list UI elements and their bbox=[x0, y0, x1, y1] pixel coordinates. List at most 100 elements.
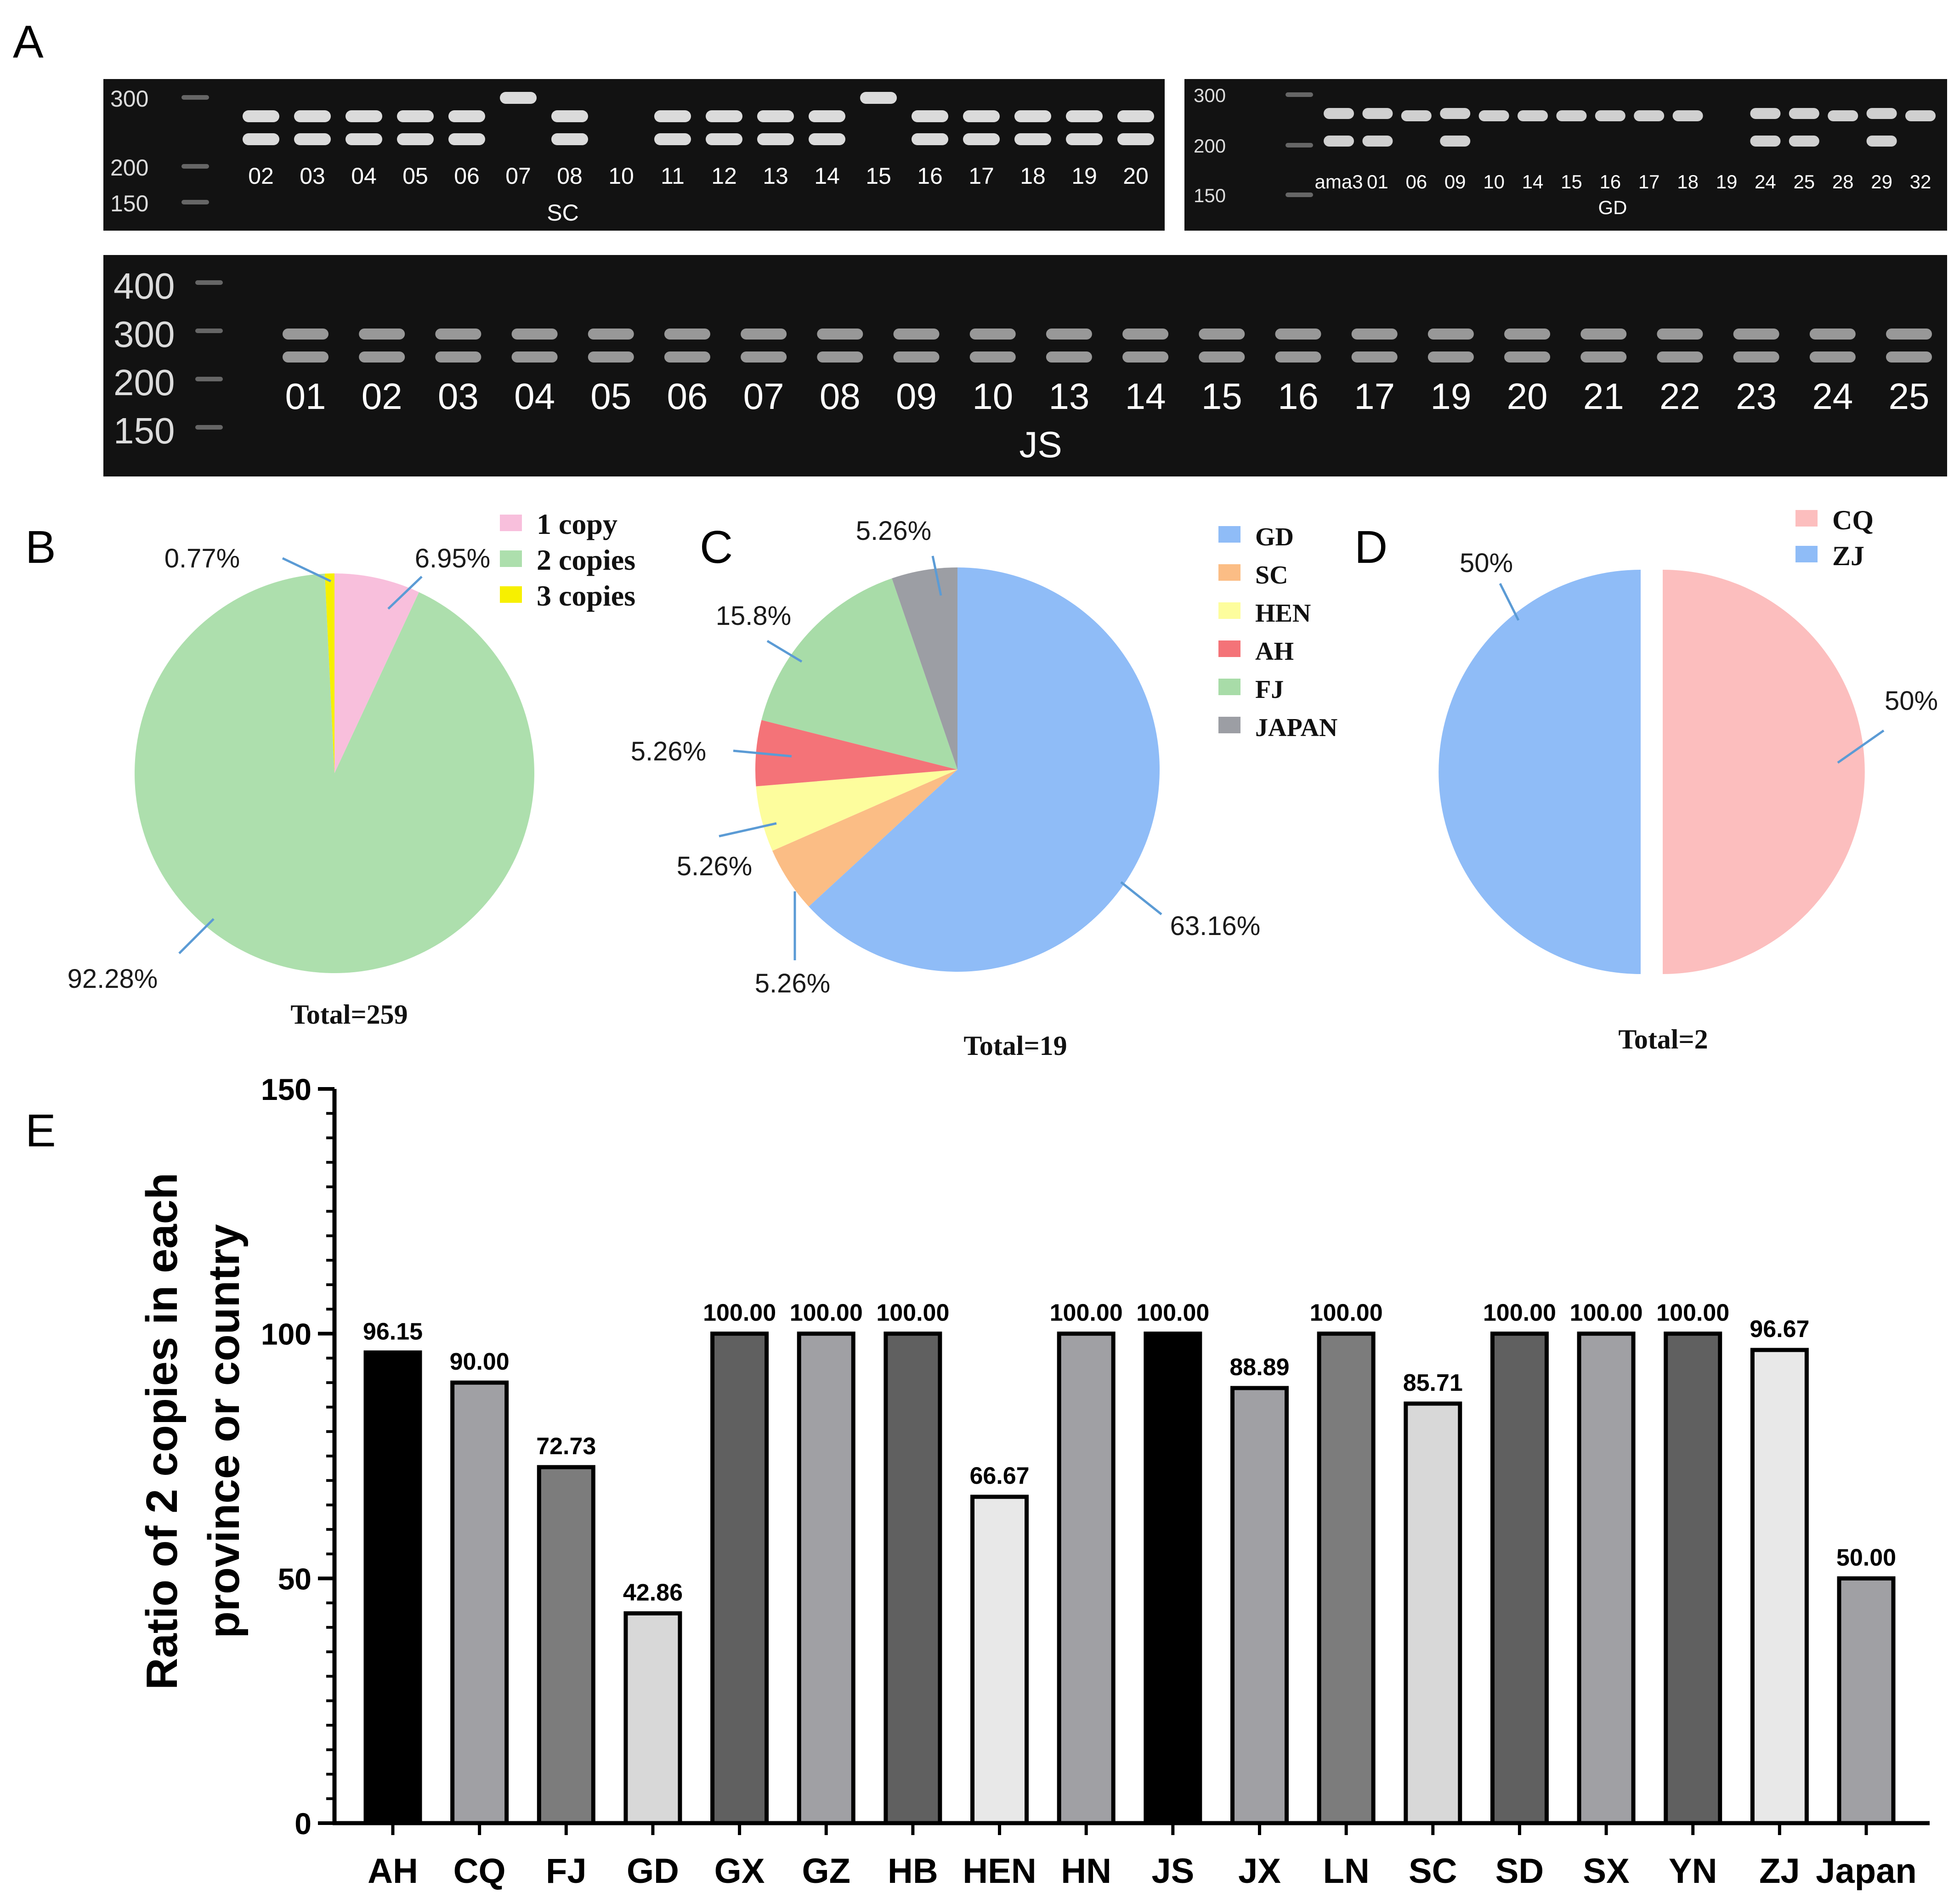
gel-lane-label: 32 bbox=[1910, 171, 1931, 193]
gel-lane-label: 14 bbox=[1125, 376, 1166, 417]
gel-band bbox=[243, 110, 279, 122]
gel-band bbox=[1789, 108, 1819, 119]
gel-lane-label: 06 bbox=[1405, 171, 1427, 193]
gel-band bbox=[359, 351, 405, 363]
x-tick-label: GX bbox=[714, 1852, 765, 1891]
gel-band bbox=[1014, 133, 1051, 145]
gel-group-label: JS bbox=[1019, 424, 1062, 465]
pie-data-label: 92.28% bbox=[68, 964, 158, 994]
x-tick-label: CQ bbox=[453, 1852, 506, 1891]
legend-label: 1 copy bbox=[537, 508, 617, 540]
gel-band bbox=[1886, 329, 1932, 340]
x-tick-label: SX bbox=[1583, 1852, 1630, 1891]
gel-lane-label: 05 bbox=[402, 163, 428, 189]
gel-band bbox=[435, 351, 481, 363]
gel-lane-label: 11 bbox=[661, 163, 685, 189]
gel-band bbox=[1866, 136, 1897, 147]
pie-label-leader bbox=[178, 918, 215, 954]
gel-band bbox=[1657, 329, 1703, 340]
gel-band bbox=[1504, 329, 1551, 340]
gel-band bbox=[1046, 351, 1092, 363]
gel-band bbox=[963, 133, 1000, 145]
legend-swatch bbox=[500, 550, 522, 567]
gel-band bbox=[1672, 110, 1703, 121]
bar-value-label: 100.00 bbox=[876, 1300, 949, 1326]
gel-band bbox=[1362, 108, 1393, 119]
gel-band bbox=[551, 133, 588, 145]
gel-lane-label: 29 bbox=[1871, 171, 1892, 193]
panel-label-b: B bbox=[25, 521, 56, 573]
pie-data-label: 15.8% bbox=[716, 601, 791, 631]
gel-band bbox=[757, 110, 794, 122]
y-axis-title-line-1: Ratio of 2 copies in each bbox=[137, 1173, 187, 1690]
x-tick-label: GZ bbox=[802, 1852, 850, 1891]
gel-band bbox=[1427, 351, 1474, 363]
y-tick-label: 50 bbox=[278, 1562, 312, 1596]
gel-lane-label: 08 bbox=[557, 163, 583, 189]
gel-lane-label: 10 bbox=[972, 376, 1013, 417]
gel-image-js: 400 300 200 150 01 02 03 04 05 06 07 08 09 10 13 14 15 16… bbox=[103, 255, 1947, 476]
gel-band bbox=[1014, 110, 1051, 122]
gel-lane-label: 20 bbox=[1507, 376, 1548, 417]
gel-band bbox=[511, 351, 558, 363]
gel-band bbox=[500, 92, 537, 104]
gel-band bbox=[1066, 133, 1103, 145]
gel-lane-label: 19 bbox=[1716, 171, 1738, 193]
pie-slice-cq bbox=[1663, 570, 1865, 974]
gel-band bbox=[1809, 351, 1856, 363]
legend-label: SC bbox=[1255, 561, 1288, 589]
gel-band bbox=[345, 133, 382, 145]
gel-band bbox=[1733, 329, 1779, 340]
gel-band bbox=[1657, 351, 1703, 363]
gel-lane-label: 12 bbox=[711, 163, 737, 189]
gel-band bbox=[1401, 110, 1432, 121]
gel-ladder-band bbox=[181, 164, 209, 169]
x-tick-label: YN bbox=[1669, 1852, 1717, 1891]
legend-swatch bbox=[1795, 510, 1818, 527]
bar-gd bbox=[623, 1611, 682, 1825]
pie-data-label: 5.26% bbox=[856, 516, 931, 546]
gel-lane-label: 01 bbox=[285, 376, 326, 417]
pie-data-label: 50% bbox=[1460, 548, 1513, 578]
bar-cq bbox=[450, 1380, 509, 1825]
gel-lane-label: 09 bbox=[1444, 171, 1466, 193]
pie-chart-d: 50% 50% CQ ZJ Total=2 bbox=[1439, 505, 1938, 1054]
gel-band bbox=[706, 110, 742, 122]
bar-value-label: 85.71 bbox=[1403, 1370, 1463, 1396]
gel-ladder-label: 300 bbox=[110, 86, 148, 112]
pie-data-label: 50% bbox=[1885, 686, 1938, 716]
x-tick-label: JX bbox=[1238, 1852, 1281, 1891]
gel-band bbox=[893, 329, 940, 340]
gel-lane-label: 23 bbox=[1736, 376, 1777, 417]
gel-ladder-band bbox=[1286, 193, 1313, 197]
gel-ladder-label: 200 bbox=[113, 362, 175, 403]
pie-label-leader bbox=[1837, 729, 1885, 764]
pie-slice-japan bbox=[892, 567, 957, 770]
pie-data-label: 63.16% bbox=[1170, 911, 1261, 941]
gel-lane-label: 07 bbox=[743, 376, 784, 417]
pie-data-label: 6.95% bbox=[415, 544, 490, 573]
bar-value-label: 100.00 bbox=[1570, 1300, 1643, 1326]
gel-band bbox=[963, 110, 1000, 122]
pie-label-leader bbox=[931, 555, 942, 596]
gel-lane-label: 15 bbox=[1201, 376, 1242, 417]
bar-jx bbox=[1230, 1386, 1289, 1825]
pie-data-label: 0.77% bbox=[164, 544, 240, 573]
gel-lane-label: 04 bbox=[514, 376, 555, 417]
pie-slice-zj bbox=[1439, 570, 1641, 974]
panel-label-e: E bbox=[25, 1105, 56, 1156]
bar-value-label: 100.00 bbox=[1050, 1300, 1123, 1326]
pie-slice-1-copy bbox=[334, 573, 419, 773]
pie-slice-sc bbox=[772, 770, 957, 907]
panel-label-d: D bbox=[1354, 521, 1388, 573]
gel-band bbox=[1351, 351, 1398, 363]
legend-label: ZJ bbox=[1832, 541, 1864, 571]
gel-band bbox=[1324, 136, 1354, 147]
gel-band bbox=[912, 133, 948, 145]
gel-band bbox=[654, 133, 691, 145]
gel-lane-label: 01 bbox=[1367, 171, 1388, 193]
pie-slice-fj bbox=[761, 578, 957, 770]
legend-swatch bbox=[1218, 717, 1240, 733]
legend-label: CQ bbox=[1832, 505, 1874, 535]
bar-value-label: 90.00 bbox=[450, 1349, 510, 1375]
